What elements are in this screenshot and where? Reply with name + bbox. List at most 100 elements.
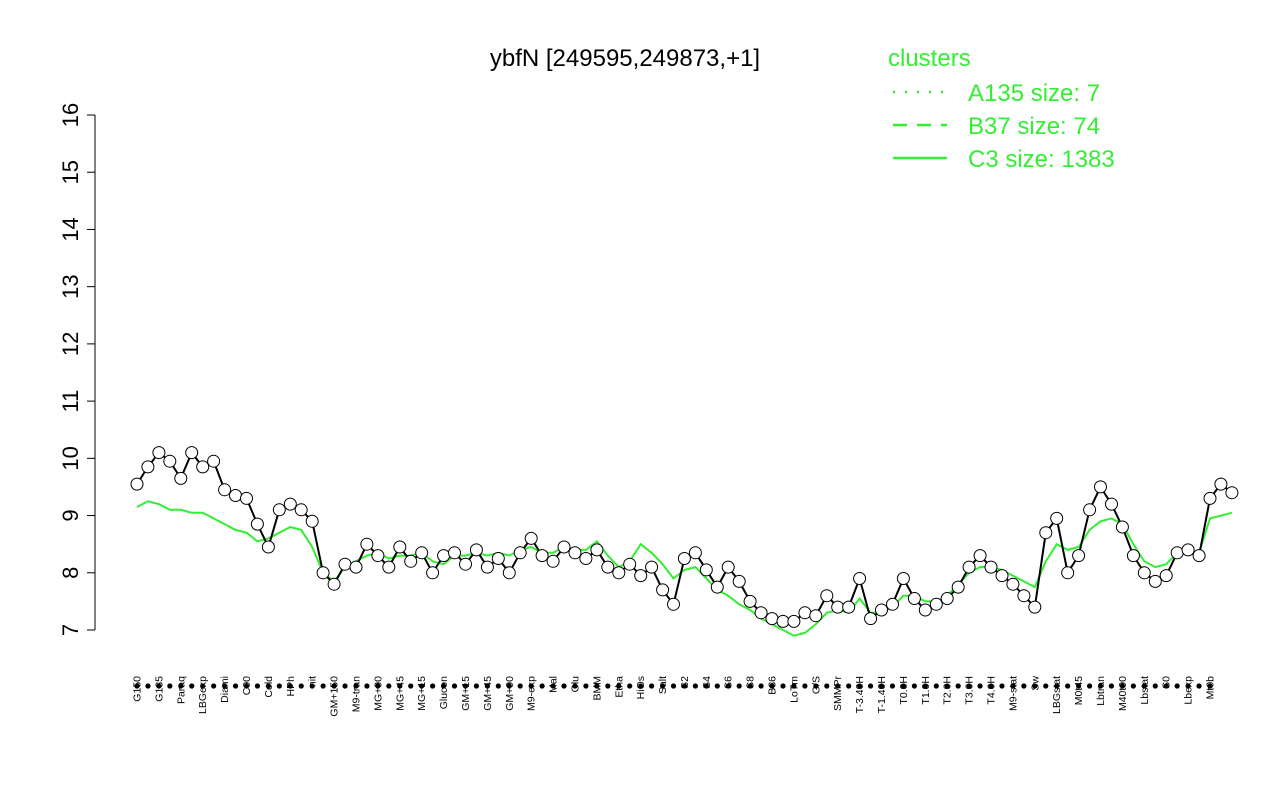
x-tick-label: M0t45	[1073, 676, 1085, 705]
data-point	[853, 572, 867, 585]
x-tick-label: GM+90	[504, 676, 516, 711]
x-tick-label: S6	[723, 676, 735, 689]
x-tick-marker	[276, 683, 282, 689]
x-tick-label: GM+45	[482, 676, 494, 711]
data-point	[623, 557, 637, 571]
x-tick-label: MG+15	[416, 676, 428, 711]
x-tick-marker	[1119, 683, 1126, 689]
x-tick-label: G/S	[810, 676, 822, 694]
x-tick-marker	[1207, 683, 1213, 689]
data-point	[995, 569, 1009, 583]
data-point	[1115, 520, 1129, 534]
data-point	[842, 600, 856, 614]
y-tick-label: 15	[58, 160, 83, 184]
data-point	[218, 483, 232, 497]
data-point	[1083, 503, 1097, 517]
x-tick-label: S2	[679, 676, 691, 689]
data-point	[864, 612, 878, 626]
data-point	[645, 560, 659, 574]
data-point	[1203, 491, 1217, 505]
x-tick-label: M9-tran	[350, 676, 362, 712]
data-point	[1072, 549, 1086, 563]
x-tick-marker	[1065, 683, 1071, 689]
data-point	[404, 554, 418, 568]
x-tick-marker	[211, 683, 217, 689]
legend-label: A135 size: 7	[968, 80, 1100, 107]
x-tick-marker	[221, 683, 228, 689]
x-tick-label: MG+90	[372, 676, 384, 711]
data-point	[1050, 511, 1064, 525]
x-tick-marker	[605, 683, 611, 689]
x-tick-marker	[1097, 683, 1104, 689]
data-point	[546, 554, 560, 568]
data-point	[448, 546, 461, 560]
x-tick-marker	[1054, 683, 1060, 689]
x-tick-marker	[506, 683, 512, 689]
chart-title: ybfN [249595,249873,+1]	[490, 45, 760, 72]
data-point	[831, 600, 845, 614]
legend-label: B37 size: 74	[968, 113, 1100, 140]
x-tick-marker	[670, 683, 677, 689]
x-tick-marker	[539, 683, 545, 689]
data-point	[1170, 546, 1184, 560]
data-point	[338, 557, 352, 571]
data-point	[393, 540, 407, 554]
data-point	[875, 603, 888, 617]
x-tick-marker	[857, 683, 863, 689]
x-tick-marker	[1141, 683, 1147, 689]
legend-title: clusters	[888, 45, 971, 72]
data-point	[984, 560, 998, 574]
x-tick-marker	[462, 683, 469, 689]
x-tick-marker	[232, 683, 239, 689]
x-tick-label: G150	[132, 676, 144, 702]
x-tick-marker	[692, 683, 698, 689]
data-point	[491, 552, 505, 565]
x-tick-marker	[703, 683, 709, 689]
x-tick-marker	[681, 683, 688, 689]
y-tick-label: 10	[58, 446, 83, 470]
x-tick-label: Diami	[219, 676, 231, 703]
data-point	[480, 560, 494, 574]
x-tick-marker	[988, 683, 994, 689]
x-tick-label: Mt0b	[1205, 676, 1217, 700]
x-tick-marker	[243, 683, 250, 689]
x-tick-marker	[659, 683, 666, 689]
x-tick-marker	[1163, 683, 1169, 689]
data-point	[305, 514, 319, 528]
x-tick-marker	[769, 683, 775, 689]
data-point	[601, 560, 615, 574]
x-axis: G150 G135 Paraq LBGexp Diami C90 Cold HPh nit GM+…	[132, 676, 1217, 717]
data-point	[349, 560, 363, 574]
x-tick-label: Cold	[263, 676, 275, 698]
y-tick-label: 16	[58, 103, 83, 127]
x-tick-marker	[802, 683, 808, 689]
data-point	[667, 597, 680, 611]
x-tick-marker	[758, 683, 764, 689]
x-tick-marker	[1152, 683, 1158, 689]
x-tick-marker	[922, 683, 928, 689]
data-point	[469, 543, 483, 557]
x-tick-marker	[747, 683, 753, 689]
data-point	[940, 592, 954, 605]
data-point	[459, 557, 472, 571]
x-tick-label: Lbstat	[1139, 676, 1151, 705]
x-tick-marker	[846, 683, 852, 689]
x-tick-marker	[440, 683, 447, 689]
x-tick-marker	[889, 683, 896, 689]
data-point	[1192, 549, 1206, 563]
data-point	[765, 612, 779, 626]
x-tick-label: nit	[307, 676, 319, 687]
data-point	[809, 609, 823, 623]
x-tick-label: M9-stat	[1007, 676, 1019, 711]
x-tick-label: T-3.40H	[854, 676, 866, 713]
x-tick-marker	[791, 683, 797, 689]
x-tick-marker	[1032, 683, 1038, 689]
x-tick-marker	[977, 683, 983, 689]
data-point	[568, 546, 582, 560]
x-tick-marker	[287, 683, 293, 689]
x-tick-label: T4.0H	[986, 676, 998, 705]
data-point	[918, 603, 932, 617]
x-tick-marker	[900, 683, 907, 689]
data-point	[1126, 549, 1140, 563]
data-point	[524, 531, 538, 545]
